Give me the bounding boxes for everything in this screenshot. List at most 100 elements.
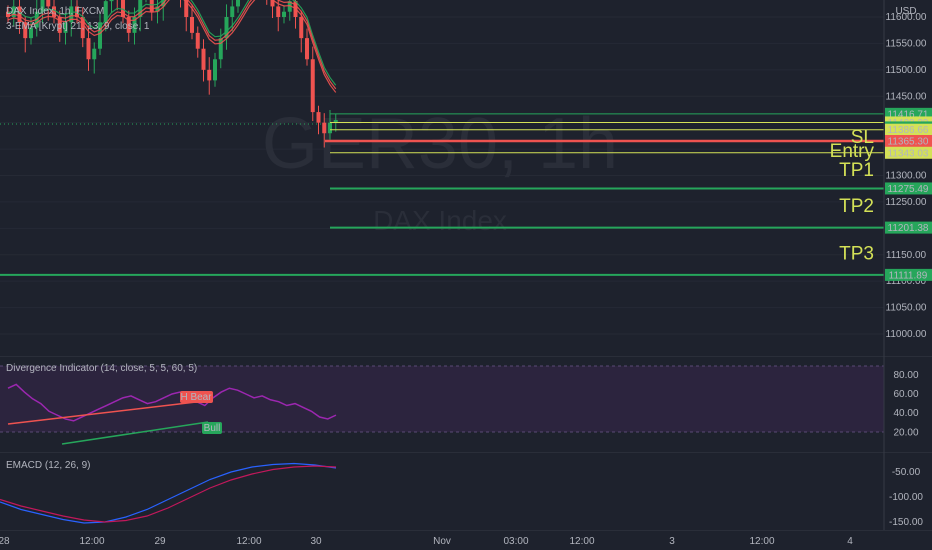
- candle-body: [23, 22, 28, 39]
- candle-body: [287, 1, 292, 12]
- candle-body: [333, 120, 338, 123]
- price-tag-label: 11111.89: [889, 270, 928, 281]
- candle-body: [52, 6, 56, 17]
- price-tag: [885, 134, 932, 147]
- price-tick-label: 11600.00: [886, 12, 927, 23]
- price-tag: [885, 146, 932, 159]
- candle-body: [46, 0, 51, 7]
- ema-line: [7, 0, 337, 90]
- level-label-sl: SL: [851, 127, 874, 148]
- candle-body: [92, 48, 97, 60]
- candle-body: [6, 11, 10, 17]
- price-tick-label: 11450.00: [886, 91, 927, 102]
- candle-body: [29, 27, 33, 39]
- price-tick-label: 11250.00: [886, 197, 927, 208]
- candle-body: [305, 38, 309, 60]
- time-tick-label: Nov: [433, 536, 451, 547]
- divergence-legend[interactable]: Divergence Indicator (14, close, 5, 5, 6…: [6, 363, 198, 374]
- candle-body: [149, 0, 154, 12]
- indicator-tick-label: 40.00: [893, 408, 918, 419]
- divergence-panel[interactable]: H Bear Bull 80.00 60.00 40.00 20.00: [0, 356, 932, 452]
- indicator-tick-label: 60.00: [893, 389, 918, 400]
- bull-label: Bull: [204, 423, 221, 434]
- candle-body: [40, 0, 45, 12]
- candle-body: [195, 32, 200, 49]
- watermark-name: DAX Index: [373, 205, 507, 236]
- candle-body: [98, 22, 102, 49]
- macd-legend[interactable]: EMACD (12, 26, 9): [6, 460, 91, 471]
- candle-body: [69, 6, 74, 23]
- candle-body: [316, 112, 321, 123]
- candle-body: [11, 6, 16, 17]
- candle-body: [230, 6, 235, 17]
- time-tick-label: 4: [847, 536, 853, 547]
- time-tick-label: 12:00: [749, 536, 774, 547]
- candle-body: [126, 17, 131, 33]
- price-tick-label: 11500.00: [886, 65, 927, 76]
- price-tag-label: 11201.38: [888, 223, 929, 234]
- ema-line: [7, 0, 337, 86]
- macd-axis: -50.00 -100.00 -150.00: [889, 467, 923, 528]
- signal-line: [0, 465, 337, 523]
- candle-body: [190, 17, 194, 33]
- level-label-tp3: TP3: [839, 244, 874, 265]
- price-tick-label: 11000.00: [886, 329, 927, 340]
- price-tags: 11416.7111400.3939:5311386.6611365.30113…: [885, 107, 932, 281]
- bull-divergence-line: [61, 421, 209, 445]
- candle-body: [270, 0, 275, 7]
- time-tick-label: 03:00: [503, 536, 528, 547]
- time-tick-label: 12:00: [236, 536, 261, 547]
- macd-tick-label: -100.00: [889, 492, 923, 503]
- macd-line: [0, 462, 337, 524]
- price-tag-label: 11416.71: [888, 109, 929, 120]
- candle-body: [80, 17, 85, 39]
- price-tag-label: 11275.49: [888, 184, 929, 195]
- candle-body: [155, 6, 160, 12]
- grid: [0, 16, 884, 335]
- time-tick-label: 12:00: [569, 536, 594, 547]
- candle-body: [224, 17, 229, 39]
- bear-label-bg: [180, 391, 213, 403]
- candle-body: [276, 6, 281, 17]
- candle-body: [184, 0, 189, 17]
- candle-body: [213, 59, 217, 81]
- macd-tick-label: -150.00: [889, 517, 923, 528]
- indicator-tick-label: 80.00: [893, 370, 918, 381]
- price-tick-label: 11100.00: [886, 276, 927, 287]
- price-tag: [885, 221, 932, 234]
- price-tag: [885, 268, 932, 281]
- candle-body: [121, 0, 125, 17]
- candle-body: [322, 122, 327, 134]
- candle-body: [218, 38, 223, 60]
- ema-legend[interactable]: 3-EMA [Krypt] 21, 13, 9, close, 1: [6, 21, 150, 32]
- time-tick-label: 3: [669, 536, 675, 547]
- candle-body: [310, 59, 315, 113]
- currency-label: USD: [895, 6, 916, 17]
- candle-body: [103, 1, 108, 23]
- time-tick-label: 30: [310, 536, 322, 547]
- candle-body: [207, 69, 212, 81]
- time-tick-label: 12:00: [79, 536, 104, 547]
- watermark-symbol: GER30, 1h: [262, 104, 618, 184]
- ema-lines: [7, 0, 337, 93]
- candle-body: [299, 17, 304, 39]
- price-tag-label: 11343.03: [888, 148, 929, 159]
- ema-line: [7, 0, 337, 93]
- level-label-entry: Entry: [830, 141, 875, 162]
- candle-body: [132, 17, 137, 33]
- symbol-legend[interactable]: DAX Index, 1h, FXCM: [6, 6, 105, 17]
- macd-panel[interactable]: -50.00 -100.00 -150.00: [0, 452, 932, 530]
- candle-body: [63, 22, 68, 33]
- time-tick-label: 28: [0, 536, 10, 547]
- level-label-tp1: TP1: [839, 160, 874, 181]
- candle-body: [282, 11, 286, 17]
- bull-label-bg: [202, 422, 222, 434]
- price-tag-label: 11365.30: [888, 136, 929, 147]
- price-tag: [885, 182, 932, 195]
- macd-tick-label: -50.00: [892, 467, 921, 478]
- time-axis[interactable]: 28 12:00 29 12:00 30 Nov 03:00 12:00 3 12:00 4: [0, 530, 932, 550]
- candle-body: [236, 0, 240, 7]
- indicator-axis: 80.00 60.00 40.00 20.00: [893, 370, 918, 439]
